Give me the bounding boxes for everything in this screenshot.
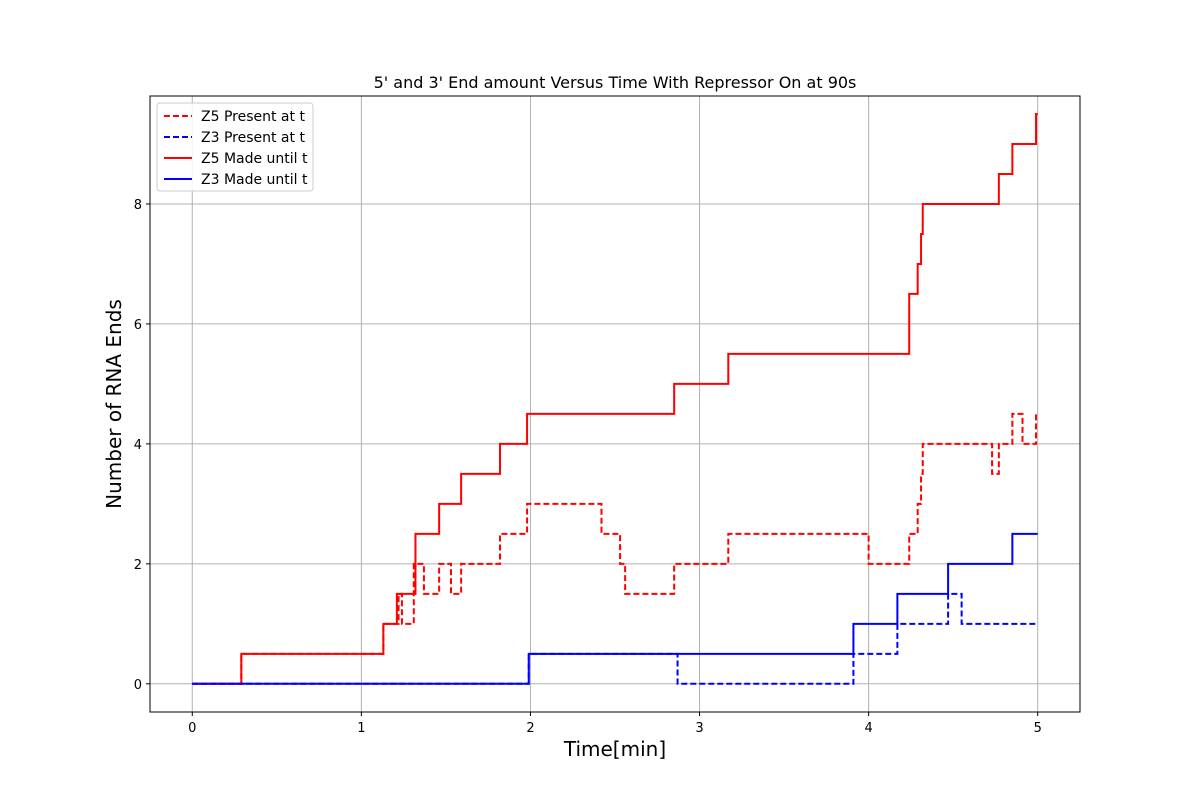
y-tick-label: 2	[134, 558, 142, 573]
plot-series	[192, 112, 1038, 685]
series-line-1	[192, 412, 1038, 685]
x-tick-label: 0	[188, 721, 196, 736]
legend-label-3: Z5 Made until t	[201, 151, 308, 167]
legend: Z5 Present at t Z3 Present at t Z5 Made un…	[156, 102, 314, 192]
y-axis-label: Number of RNA Ends	[102, 299, 126, 509]
series-line-4	[192, 532, 1038, 685]
legend-label-1: Z5 Present at t	[201, 109, 305, 125]
y-tick-label: 6	[134, 318, 142, 333]
x-axis-label: Time[min]	[563, 737, 666, 761]
x-tick-label: 2	[526, 721, 534, 736]
legend-label-4: Z3 Made until t	[201, 172, 308, 188]
x-tick-label: 4	[864, 721, 872, 736]
y-tick-label: 0	[134, 678, 142, 693]
legend-box	[156, 102, 314, 192]
x-tick-label: 5	[1034, 721, 1042, 736]
x-tick-label: 1	[357, 721, 365, 736]
x-tick-label: 3	[695, 721, 703, 736]
axis-ticks: 0 1 2 3 4 5 0 2 4 6 8	[134, 198, 1042, 736]
legend-label-2: Z3 Present at t	[201, 130, 305, 146]
chart-title: 5' and 3' End amount Versus Time With Re…	[374, 73, 857, 92]
series-line-3	[192, 112, 1038, 685]
y-tick-label: 4	[134, 438, 142, 453]
plot-frame	[149, 95, 1081, 713]
y-tick-label: 8	[134, 198, 142, 213]
